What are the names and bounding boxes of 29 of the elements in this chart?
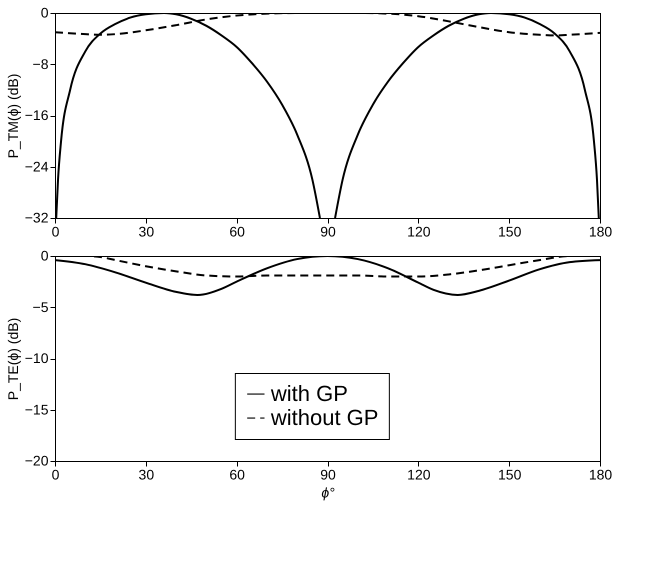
legend-label: without GP: [270, 405, 378, 430]
x-tick-label: 120: [407, 466, 431, 482]
x-tick-label: 30: [138, 224, 154, 240]
y-tick-label: −16: [24, 107, 49, 123]
y-tick-label: −24: [24, 158, 49, 174]
x-tick-label: 120: [407, 224, 431, 240]
y-tick-label: −10: [24, 350, 49, 366]
x-tick-label: 180: [588, 466, 612, 482]
y-axis-title: P_TE(ϕ) (dB): [4, 318, 21, 400]
x-tick-label: 90: [320, 224, 336, 240]
x-tick-label: 0: [52, 224, 60, 240]
y-tick-label: 0: [40, 4, 49, 20]
y-tick-label: −32: [24, 210, 49, 226]
x-tick-label: 60: [229, 466, 246, 482]
y-tick-label: −15: [24, 401, 49, 418]
y-tick-label: −5: [32, 298, 49, 315]
x-tick-label: 90: [320, 466, 336, 482]
y-tick-label: 0: [40, 248, 49, 264]
y-tick-label: −20: [24, 452, 49, 468]
x-tick-label: 150: [498, 466, 522, 482]
x-tick-label: 0: [52, 466, 60, 482]
x-tick-label: 150: [498, 224, 522, 240]
x-tick-label: 180: [588, 224, 612, 240]
x-axis-title: ϕ°: [321, 484, 336, 500]
x-tick-label: 60: [229, 224, 246, 240]
legend-label: with GP: [270, 381, 348, 406]
y-tick-label: −8: [32, 56, 49, 72]
y-axis-title: P_TM(ϕ) (dB): [4, 74, 21, 158]
x-tick-label: 30: [138, 466, 154, 482]
